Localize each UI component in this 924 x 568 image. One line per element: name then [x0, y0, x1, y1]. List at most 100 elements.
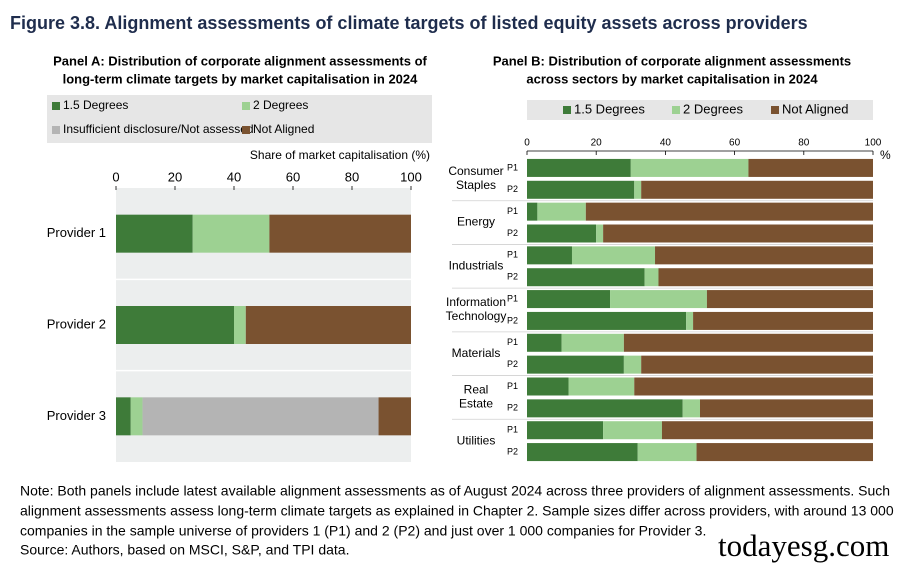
- y-tick-label: P1: [507, 381, 518, 391]
- bar-segment: [527, 224, 597, 243]
- bar-segment: [682, 399, 700, 418]
- x-tick-label: 80: [345, 169, 359, 184]
- bar-segment: [116, 306, 234, 344]
- bar-segment: [655, 246, 873, 265]
- legend-label: 1.5 Degrees: [63, 98, 128, 112]
- bar-segment: [630, 158, 749, 177]
- legend-swatch: [563, 106, 571, 114]
- bar-segment: [571, 246, 656, 265]
- x-tick-label: 40: [660, 138, 672, 149]
- bar-segment: [527, 158, 631, 177]
- bar-segment: [527, 377, 569, 396]
- legend-swatch: [52, 102, 60, 110]
- bar-segment: [661, 421, 873, 440]
- bar-segment: [634, 377, 873, 396]
- x-tick-label: 40: [227, 169, 241, 184]
- y-tick-label: Provider 1: [47, 225, 106, 240]
- bar-segment: [700, 399, 873, 418]
- figure-title: Figure 3.8. Alignment assessments of cli…: [10, 13, 808, 33]
- x-tick-label: 60: [286, 169, 300, 184]
- y-tick-label: P1: [507, 337, 518, 347]
- y-tick-label: P2: [507, 446, 518, 456]
- bar-segment: [527, 421, 604, 440]
- legend-swatch: [771, 106, 779, 114]
- y-tick-label: P2: [507, 272, 518, 282]
- y-tick-label: P1: [507, 293, 518, 303]
- y-tick-label: P1: [507, 162, 518, 172]
- legend-box: [527, 100, 873, 120]
- bar-segment: [527, 399, 683, 418]
- bar-segment: [641, 355, 873, 374]
- legend-swatch: [52, 126, 60, 134]
- note-line: companies in the sample universe of prov…: [20, 523, 706, 539]
- bar-segment: [527, 355, 624, 374]
- bar-segment: [234, 306, 246, 344]
- group-label: Materials: [452, 346, 501, 360]
- bar-segment: [527, 246, 572, 265]
- y-tick-label: P2: [507, 359, 518, 369]
- legend-label: 2 Degrees: [253, 98, 308, 112]
- y-tick-label: P2: [507, 184, 518, 194]
- bar-segment: [378, 397, 411, 436]
- note-line: alignment assessments assess long-term c…: [20, 503, 894, 519]
- x-tick-label: 20: [168, 169, 182, 184]
- panel-title: long-term climate targets by market capi…: [63, 71, 419, 86]
- legend-swatch: [242, 126, 250, 134]
- bar-segment: [568, 377, 635, 396]
- x-tick-label: 60: [729, 138, 741, 149]
- bar-segment: [641, 180, 873, 199]
- panel-title: Panel B: Distribution of corporate align…: [493, 53, 851, 68]
- legend-label: 2 Degrees: [683, 101, 743, 116]
- y-tick-label: P1: [507, 250, 518, 260]
- bar-segment: [585, 202, 873, 221]
- bar-segment: [610, 290, 707, 309]
- legend-label: 1.5 Degrees: [574, 101, 645, 116]
- bar-segment: [623, 333, 873, 352]
- bar-segment: [116, 214, 193, 253]
- bar-segment: [527, 180, 635, 199]
- bar-segment: [634, 180, 642, 199]
- bar-segment: [537, 202, 586, 221]
- x-tick-label: 80: [798, 138, 810, 149]
- y-tick-label: P2: [507, 403, 518, 413]
- group-label: Real: [464, 383, 489, 397]
- y-tick-label: P1: [507, 425, 518, 435]
- bar-segment: [527, 333, 562, 352]
- bar-segment: [142, 397, 379, 436]
- x-tick-label: 20: [591, 138, 603, 149]
- y-tick-label: P1: [507, 206, 518, 216]
- bar-segment: [637, 443, 697, 462]
- bar-segment: [527, 311, 687, 330]
- group-label: Technology: [446, 309, 507, 323]
- bar-segment: [130, 397, 143, 436]
- legend-swatch: [242, 102, 250, 110]
- legend-swatch: [672, 106, 680, 114]
- bar-segment: [686, 311, 694, 330]
- group-label: Energy: [457, 215, 495, 229]
- bar-segment: [116, 397, 131, 436]
- x-axis-label: %: [880, 148, 891, 162]
- group-label: Information: [446, 295, 506, 309]
- legend-label: Insufficient disclosure/Not assessed: [63, 122, 254, 136]
- panel-title: Panel A: Distribution of corporate align…: [53, 53, 427, 68]
- bar-segment: [696, 443, 873, 462]
- bar-segment: [596, 224, 604, 243]
- x-tick-label: 100: [400, 169, 422, 184]
- bar-segment: [527, 443, 638, 462]
- x-tick-label: 0: [524, 138, 530, 149]
- group-label: Staples: [456, 178, 496, 192]
- bar-segment: [245, 306, 411, 344]
- group-label: Estate: [459, 397, 493, 411]
- bar-segment: [706, 290, 873, 309]
- legend-box: [47, 95, 432, 143]
- bar-segment: [527, 268, 645, 287]
- bar-segment: [192, 214, 270, 253]
- y-tick-label: Provider 3: [47, 408, 106, 423]
- x-axis-label: Share of market capitalisation (%): [250, 148, 430, 162]
- bar-segment: [269, 214, 411, 253]
- bar-segment: [623, 355, 642, 374]
- y-tick-label: Provider 2: [47, 316, 106, 331]
- bar-segment: [603, 224, 873, 243]
- bar-segment: [658, 268, 873, 287]
